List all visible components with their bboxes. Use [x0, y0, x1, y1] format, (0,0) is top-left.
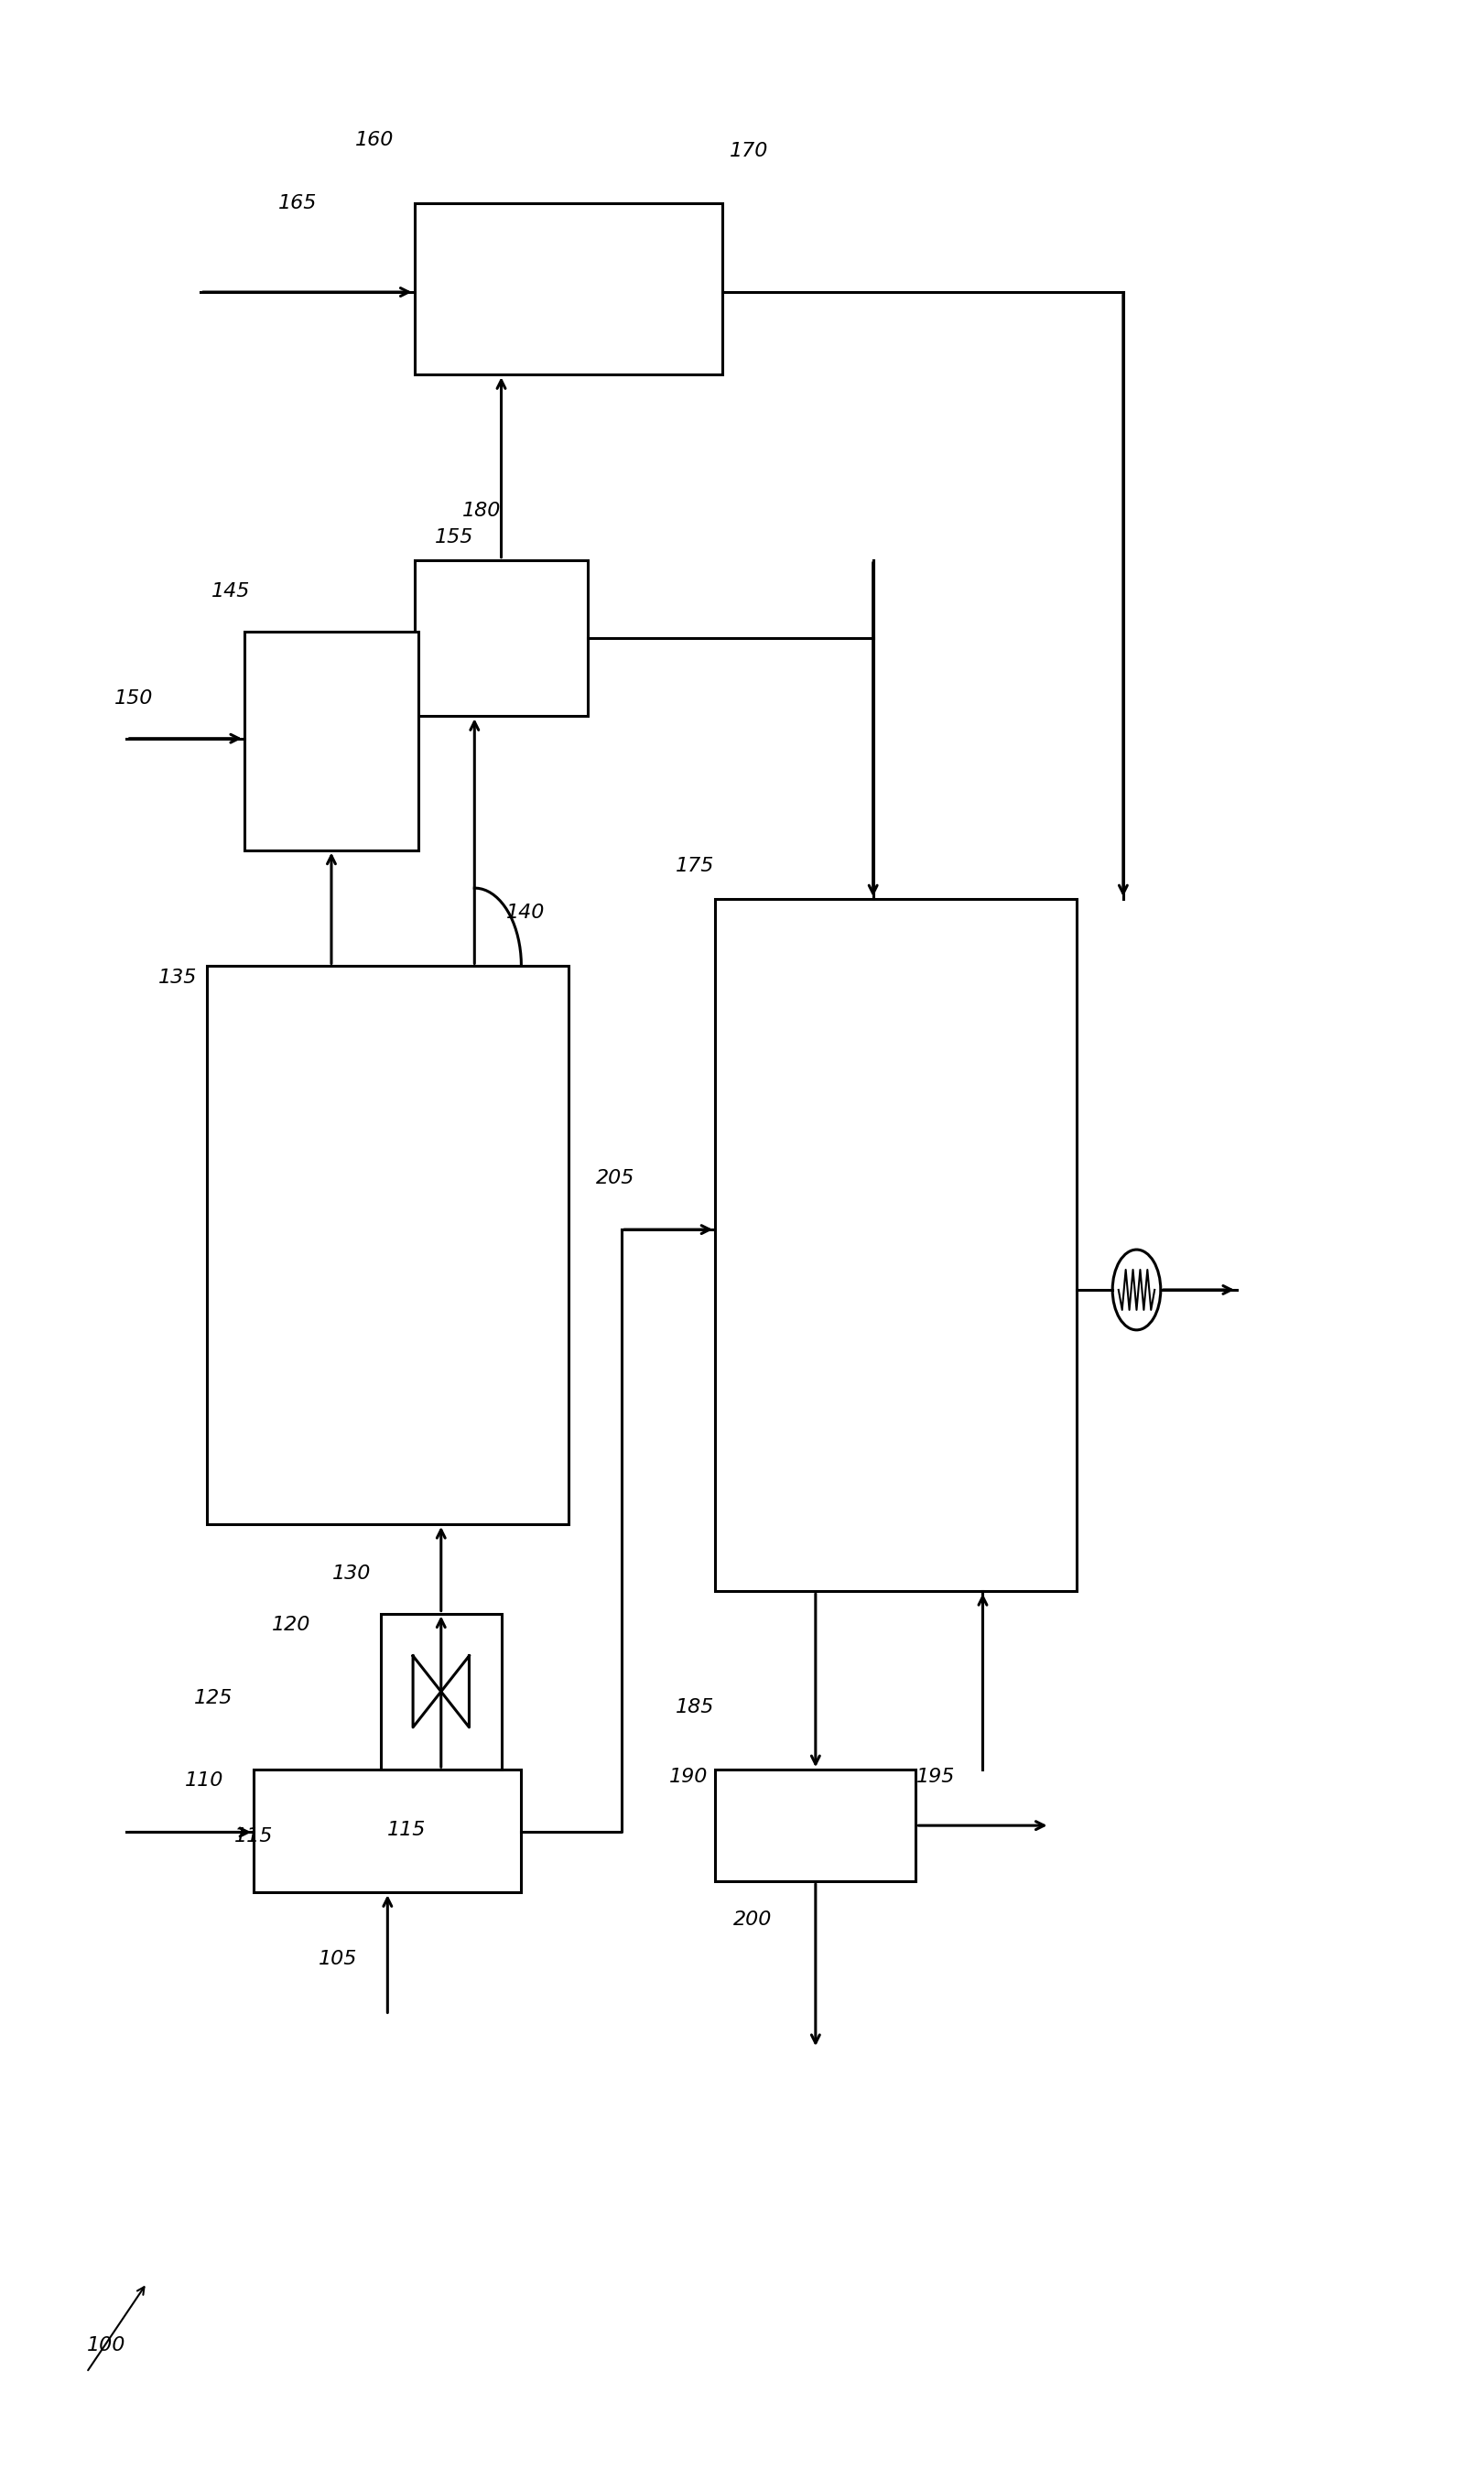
Text: 180: 180 [462, 501, 500, 521]
Text: 130: 130 [332, 1565, 371, 1582]
Text: 120: 120 [272, 1617, 310, 1634]
Text: 195: 195 [917, 1767, 956, 1784]
Bar [245, 632, 418, 849]
Text: 190: 190 [669, 1767, 708, 1784]
Text: 115: 115 [387, 1821, 426, 1839]
Text: 115: 115 [234, 1826, 273, 1846]
Text: 105: 105 [319, 1950, 358, 1969]
Bar [414, 202, 721, 375]
Text: 170: 170 [729, 143, 769, 160]
Text: 205: 205 [595, 1170, 634, 1187]
Text: 135: 135 [159, 967, 197, 987]
Text: 200: 200 [733, 1910, 772, 1928]
Bar [254, 1770, 521, 1893]
Circle shape [1113, 1249, 1160, 1330]
Bar [381, 1614, 502, 1770]
Text: 185: 185 [675, 1698, 715, 1715]
Text: 125: 125 [194, 1688, 233, 1708]
Bar [206, 965, 568, 1525]
Bar [414, 560, 588, 716]
Text: 110: 110 [186, 1772, 224, 1789]
Text: 160: 160 [355, 131, 393, 151]
Text: 155: 155 [435, 528, 473, 548]
Text: 140: 140 [506, 903, 545, 921]
Text: 150: 150 [114, 689, 153, 708]
Bar [715, 898, 1076, 1592]
Text: 175: 175 [675, 856, 715, 874]
Text: 165: 165 [279, 193, 318, 212]
Text: 100: 100 [88, 2337, 126, 2354]
Bar [715, 1770, 916, 1881]
Text: 145: 145 [212, 582, 251, 600]
